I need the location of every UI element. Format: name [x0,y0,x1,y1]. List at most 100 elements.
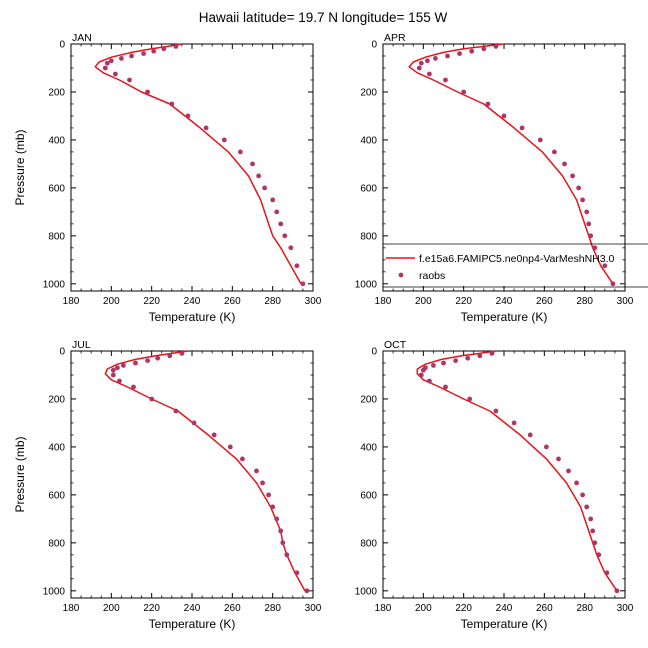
raobs-point [288,245,294,251]
model-profile-line [416,350,618,592]
raobs-point [149,396,155,402]
raobs-point [610,281,616,287]
raobs-point [441,360,446,366]
x-tick-label: 280 [576,296,593,307]
raobs-point [527,432,533,438]
raobs-point [102,65,108,71]
x-tick-label: 180 [375,296,392,307]
x-tick-label: 220 [143,603,160,614]
raobs-point [467,396,473,402]
raobs-point [129,53,134,59]
raobs-point [604,570,610,576]
y-tick-label: 1000 [43,279,66,290]
raobs-point [552,149,557,155]
raobs-point [489,351,495,356]
raobs-point [278,528,284,534]
raobs-point [203,125,209,131]
y-tick-label: 200 [48,87,65,98]
x-tick-label: 300 [305,296,322,307]
raobs-point [270,197,276,203]
model-profile-line [94,43,302,285]
y-tick-label: 200 [360,87,377,98]
x-tick-label: 240 [184,296,201,307]
y-tick-label: 0 [59,347,65,358]
x-tick-label: 220 [455,603,472,614]
raobs-point [104,60,110,66]
raobs-point [284,552,290,558]
raobs-point [614,588,620,594]
panels: 180 200 220 240 260 280 300 0 200 400 600 800 1000 JA… [13,32,634,631]
raobs-point [418,372,424,378]
raobs-point [580,197,585,203]
y-tick-label: 1000 [43,586,66,597]
raobs-point [282,233,288,239]
plot-frame [70,43,314,292]
raobs-point [145,358,151,363]
raobs-point [161,46,167,52]
y-tick-label: 400 [48,135,65,146]
raobs-point [431,363,436,368]
raobs-point [127,77,132,83]
raobs-point [574,480,579,486]
raobs-point [493,44,499,49]
y-tick-label: 0 [371,40,377,51]
raobs-point [211,432,217,438]
x-tick-label: 280 [576,603,593,614]
x-tick-label: 180 [63,296,80,307]
raobs-point [266,492,271,498]
x-tick-label: 280 [264,296,281,307]
raobs-point [584,504,590,510]
y-axis-label: Pressure (mb) [13,436,27,512]
raobs-point [179,351,185,356]
raobs-point [274,516,280,522]
raobs-point [113,71,118,77]
raobs-point [117,378,122,384]
raobs-point [416,65,422,71]
x-tick-label: 200 [103,296,120,307]
raobs-point [418,60,424,66]
raobs-point [110,372,116,378]
raobs-point [457,51,462,56]
y-tick-label: 800 [48,231,65,242]
raobs-point [167,353,173,359]
y-tick-label: 600 [48,490,65,501]
x-tick-label: 300 [305,603,322,614]
panel-oct: 180 200 220 240 260 280 300 0 200 400 600 800 1000 OC… [355,339,634,631]
raobs-point [588,233,594,239]
panel-label: OCT [384,339,407,351]
x-tick-label: 300 [617,296,634,307]
raobs-point [304,588,310,594]
y-tick-label: 400 [360,442,377,453]
raobs-point [519,125,525,131]
raobs-point [562,161,567,167]
x-tick-label: 300 [617,603,634,614]
panel-jul: 180 200 220 240 260 280 300 0 200 400 600 800 1000 JU… [13,339,322,631]
y-tick-label: 800 [48,538,65,549]
raobs-point [590,528,596,534]
raobs-point [169,101,175,107]
panel-label: JAN [72,32,92,44]
raobs-point [596,552,602,558]
raobs-point [121,363,126,368]
x-tick-label: 260 [224,296,241,307]
raobs-point [254,468,259,474]
x-tick-label: 240 [496,603,513,614]
raobs-point [110,367,116,373]
raobs-point [588,516,594,522]
raobs-point [427,71,432,77]
x-tick-label: 280 [264,603,281,614]
raobs-point [566,468,571,474]
raobs-point [260,480,265,486]
raobs-point [453,358,458,363]
raobs-point [592,540,598,546]
y-tick-label: 200 [48,394,65,405]
raobs-point [141,51,147,56]
raobs-point [191,420,197,426]
y-tick-label: 800 [360,231,377,242]
panel-label: JUL [72,339,91,351]
x-tick-label: 200 [415,603,432,614]
raobs-point [221,137,227,143]
raobs-point [185,113,191,119]
raobs-point [570,173,575,179]
x-axis-label: Temperature (K) [461,310,548,324]
